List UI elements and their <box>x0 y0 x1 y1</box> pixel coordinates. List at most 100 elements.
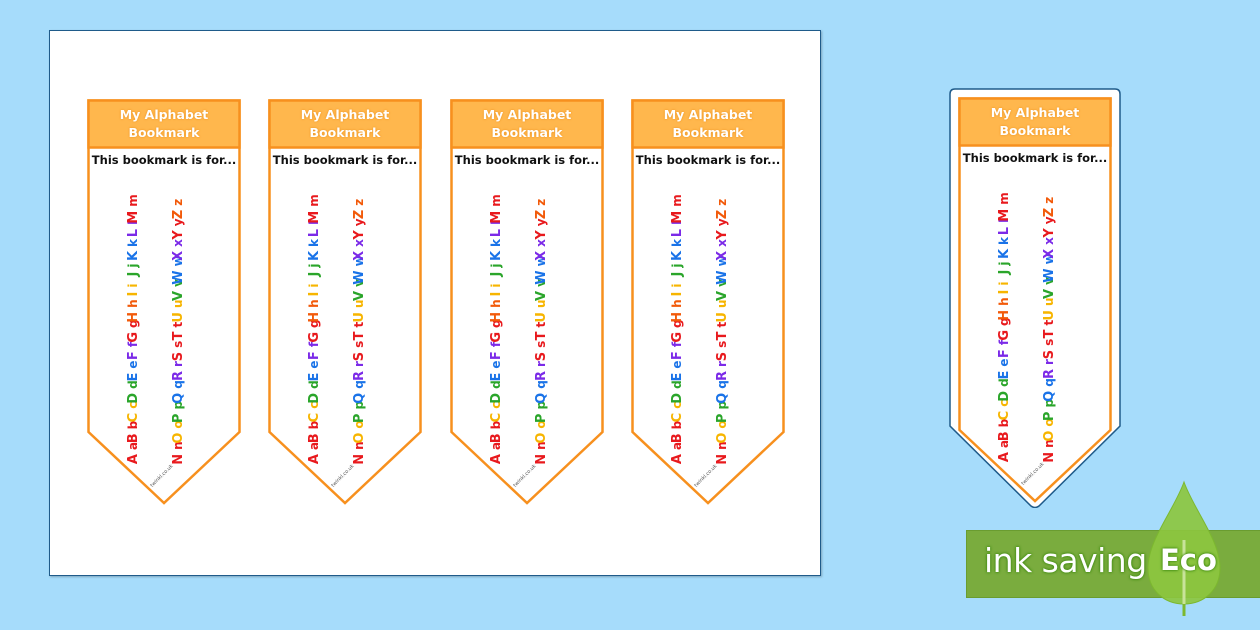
uppercase-letter: T <box>533 331 549 341</box>
uppercase-letter: A <box>306 453 322 464</box>
uppercase-letter: D <box>669 392 685 404</box>
uppercase-letter: U <box>170 311 186 323</box>
bookmark-title-line2: Bookmark <box>128 125 200 140</box>
uppercase-letter: Y <box>1041 228 1057 238</box>
uppercase-letter: X <box>533 250 549 261</box>
bookmark-1: My Alphabet Bookmark This bookmark is fo… <box>87 99 241 505</box>
bookmark-title: My Alphabet Bookmark <box>89 101 239 147</box>
lowercase-letter: m <box>306 194 321 207</box>
print-sheet: My Alphabet Bookmark This bookmark is fo… <box>49 30 821 576</box>
uppercase-letter: R <box>351 371 367 382</box>
uppercase-letter: Y <box>533 230 549 240</box>
uppercase-letter: J <box>125 271 141 277</box>
uppercase-letter: Z <box>1041 207 1057 218</box>
bookmark-outline <box>268 99 422 505</box>
uppercase-letter: U <box>533 311 549 323</box>
uppercase-letter: G <box>669 331 685 343</box>
uppercase-letter: M <box>669 210 685 224</box>
uppercase-letter: O <box>533 432 549 444</box>
uppercase-letter: T <box>1041 329 1057 339</box>
uppercase-letter: W <box>1041 268 1057 283</box>
uppercase-letter: S <box>351 351 367 362</box>
uppercase-letter: S <box>714 351 730 362</box>
uppercase-letter: O <box>170 432 186 444</box>
bookmark-title: My Alphabet Bookmark <box>960 99 1110 145</box>
uppercase-letter: X <box>351 250 367 261</box>
bookmark-outline <box>631 99 785 505</box>
uppercase-letter: V <box>533 291 549 302</box>
lowercase-letter: z <box>714 198 729 206</box>
uppercase-letter: W <box>351 270 367 285</box>
bookmark-3: My Alphabet Bookmark This bookmark is fo… <box>450 99 604 505</box>
bookmark-preview-inner: My Alphabet Bookmark This bookmark is fo… <box>958 97 1112 503</box>
uppercase-letter: V <box>714 291 730 302</box>
uppercase-letter: E <box>488 373 504 382</box>
uppercase-letter: W <box>533 270 549 285</box>
bookmark-title-line2: Bookmark <box>672 125 744 140</box>
uppercase-letter: Q <box>351 392 367 404</box>
bookmark-outline <box>450 99 604 505</box>
uppercase-letter: D <box>306 392 322 404</box>
uppercase-letter: L <box>488 229 504 238</box>
uppercase-letter: P <box>714 413 730 424</box>
lowercase-letter: m <box>488 194 503 207</box>
uppercase-letter: I <box>125 291 141 297</box>
uppercase-letter: F <box>488 351 504 361</box>
uppercase-letter: L <box>996 227 1012 236</box>
uppercase-letter: K <box>488 250 504 261</box>
uppercase-letter: T <box>351 331 367 341</box>
uppercase-letter: F <box>125 351 141 361</box>
uppercase-letter: M <box>996 208 1012 222</box>
eco-label: Eco <box>1160 543 1217 577</box>
uppercase-letter: G <box>488 331 504 343</box>
uppercase-letter: S <box>1041 349 1057 360</box>
uppercase-letter: T <box>714 331 730 341</box>
uppercase-letter: J <box>669 271 685 277</box>
uppercase-letter: H <box>306 311 322 323</box>
uppercase-letter: Z <box>533 209 549 220</box>
bookmark-title: My Alphabet Bookmark <box>270 101 420 147</box>
uppercase-letter: C <box>996 410 1012 421</box>
bookmark-preview: My Alphabet Bookmark This bookmark is fo… <box>949 88 1121 508</box>
uppercase-letter: D <box>488 392 504 404</box>
uppercase-letter: C <box>306 412 322 423</box>
uppercase-letter: M <box>125 210 141 224</box>
uppercase-letter: K <box>306 250 322 261</box>
uppercase-letter: V <box>1041 289 1057 300</box>
uppercase-letter: N <box>1041 451 1057 463</box>
leaf-icon <box>1147 480 1221 616</box>
bookmark-title-line2: Bookmark <box>491 125 563 140</box>
bookmark-title: My Alphabet Bookmark <box>633 101 783 147</box>
uppercase-letter: J <box>488 271 504 277</box>
uppercase-letter: A <box>488 453 504 464</box>
uppercase-letter: E <box>125 373 141 382</box>
uppercase-letter: N <box>714 453 730 465</box>
uppercase-letter: R <box>714 371 730 382</box>
lowercase-letter: m <box>996 192 1011 205</box>
uppercase-letter: A <box>125 453 141 464</box>
uppercase-letter: K <box>996 248 1012 259</box>
lowercase-letter: z <box>1041 196 1056 204</box>
uppercase-letter: B <box>125 433 141 444</box>
uppercase-letter: G <box>306 331 322 343</box>
bookmark-title-line1: My Alphabet <box>990 105 1080 120</box>
uppercase-letter: L <box>306 229 322 238</box>
uppercase-letter: K <box>669 250 685 261</box>
uppercase-letter: G <box>125 331 141 343</box>
uppercase-letter: P <box>170 413 186 424</box>
uppercase-letter: X <box>1041 248 1057 259</box>
uppercase-letter: Z <box>351 209 367 220</box>
uppercase-letter: X <box>170 250 186 261</box>
bookmark-title-line2: Bookmark <box>309 125 381 140</box>
bookmark-title: My Alphabet Bookmark <box>452 101 602 147</box>
